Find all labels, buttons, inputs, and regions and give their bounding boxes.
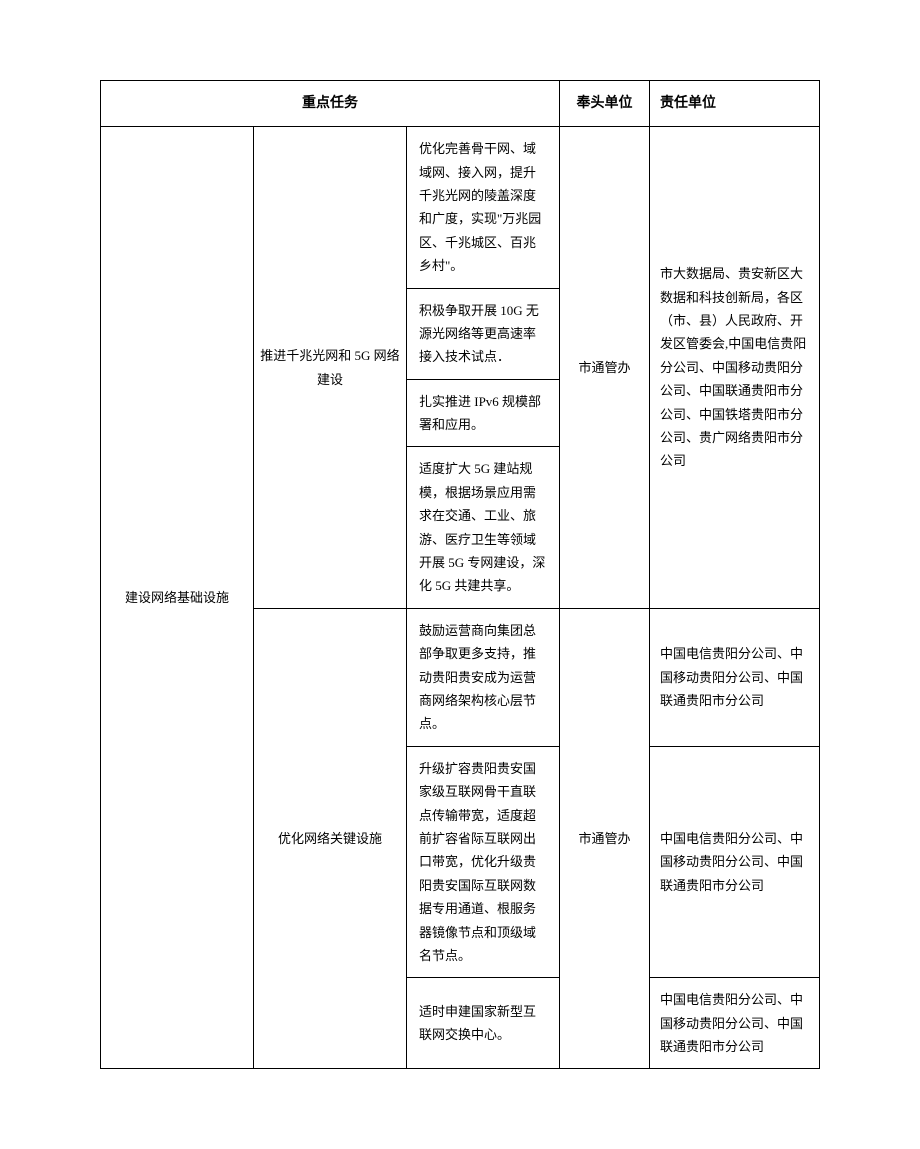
resp-cell: 中国电信贵阳分公司、中国移动贵阳分公司、中国联通贵阳市分公司 <box>650 608 820 746</box>
lead-cell: 市通管办 <box>560 608 650 1069</box>
lead-cell: 市通管办 <box>560 127 650 609</box>
task-cell: 扎实推进 IPv6 规模部署和应用。 <box>407 379 560 447</box>
resp-cell: 中国电信贵阳分公司、中国移动贵阳分公司、中国联通贵阳市分公司 <box>650 746 820 978</box>
task-cell: 优化完善骨干网、域域网、接入网，提升千兆光网的陵盖深度和广度，实现"万兆园区、千… <box>407 127 560 288</box>
table-row: 建设网络基础设施 推进千兆光网和 5G 网络建设 优化完善骨干网、域域网、接入网… <box>101 127 820 288</box>
header-task: 重点任务 <box>101 81 560 127</box>
task-cell: 升级扩容贵阳贵安国家级互联网骨干直联点传输带宽，适度超前扩容省际互联网出口带宽，… <box>407 746 560 978</box>
resp-cell: 市大数据局、贵安新区大数据和科技创新局，各区（市、县）人民政府、开发区管委会,中… <box>650 127 820 609</box>
task-table: 重点任务 奉头单位 责任单位 建设网络基础设施 推进千兆光网和 5G 网络建设 … <box>100 80 820 1069</box>
task-cell: 适时申建国家新型互联网交换中心。 <box>407 978 560 1069</box>
header-lead: 奉头单位 <box>560 81 650 127</box>
task-cell: 适度扩大 5G 建站规模，根据场景应用需求在交通、工业、旅游、医疗卫生等领域开展… <box>407 447 560 608</box>
header-row: 重点任务 奉头单位 责任单位 <box>101 81 820 127</box>
subcategory-1: 推进千兆光网和 5G 网络建设 <box>254 127 407 609</box>
subcategory-2: 优化网络关键设施 <box>254 608 407 1069</box>
task-cell: 积极争取开展 10G 无源光网络等更高速率接入技术试点． <box>407 288 560 379</box>
resp-cell: 中国电信贵阳分公司、中国移动贵阳分公司、中国联通贵阳市分公司 <box>650 978 820 1069</box>
task-cell: 鼓励运营商向集团总部争取更多支持，推动贵阳贵安成为运营商网络架构核心层节点。 <box>407 608 560 746</box>
category-cell: 建设网络基础设施 <box>101 127 254 1069</box>
header-resp: 责任单位 <box>650 81 820 127</box>
